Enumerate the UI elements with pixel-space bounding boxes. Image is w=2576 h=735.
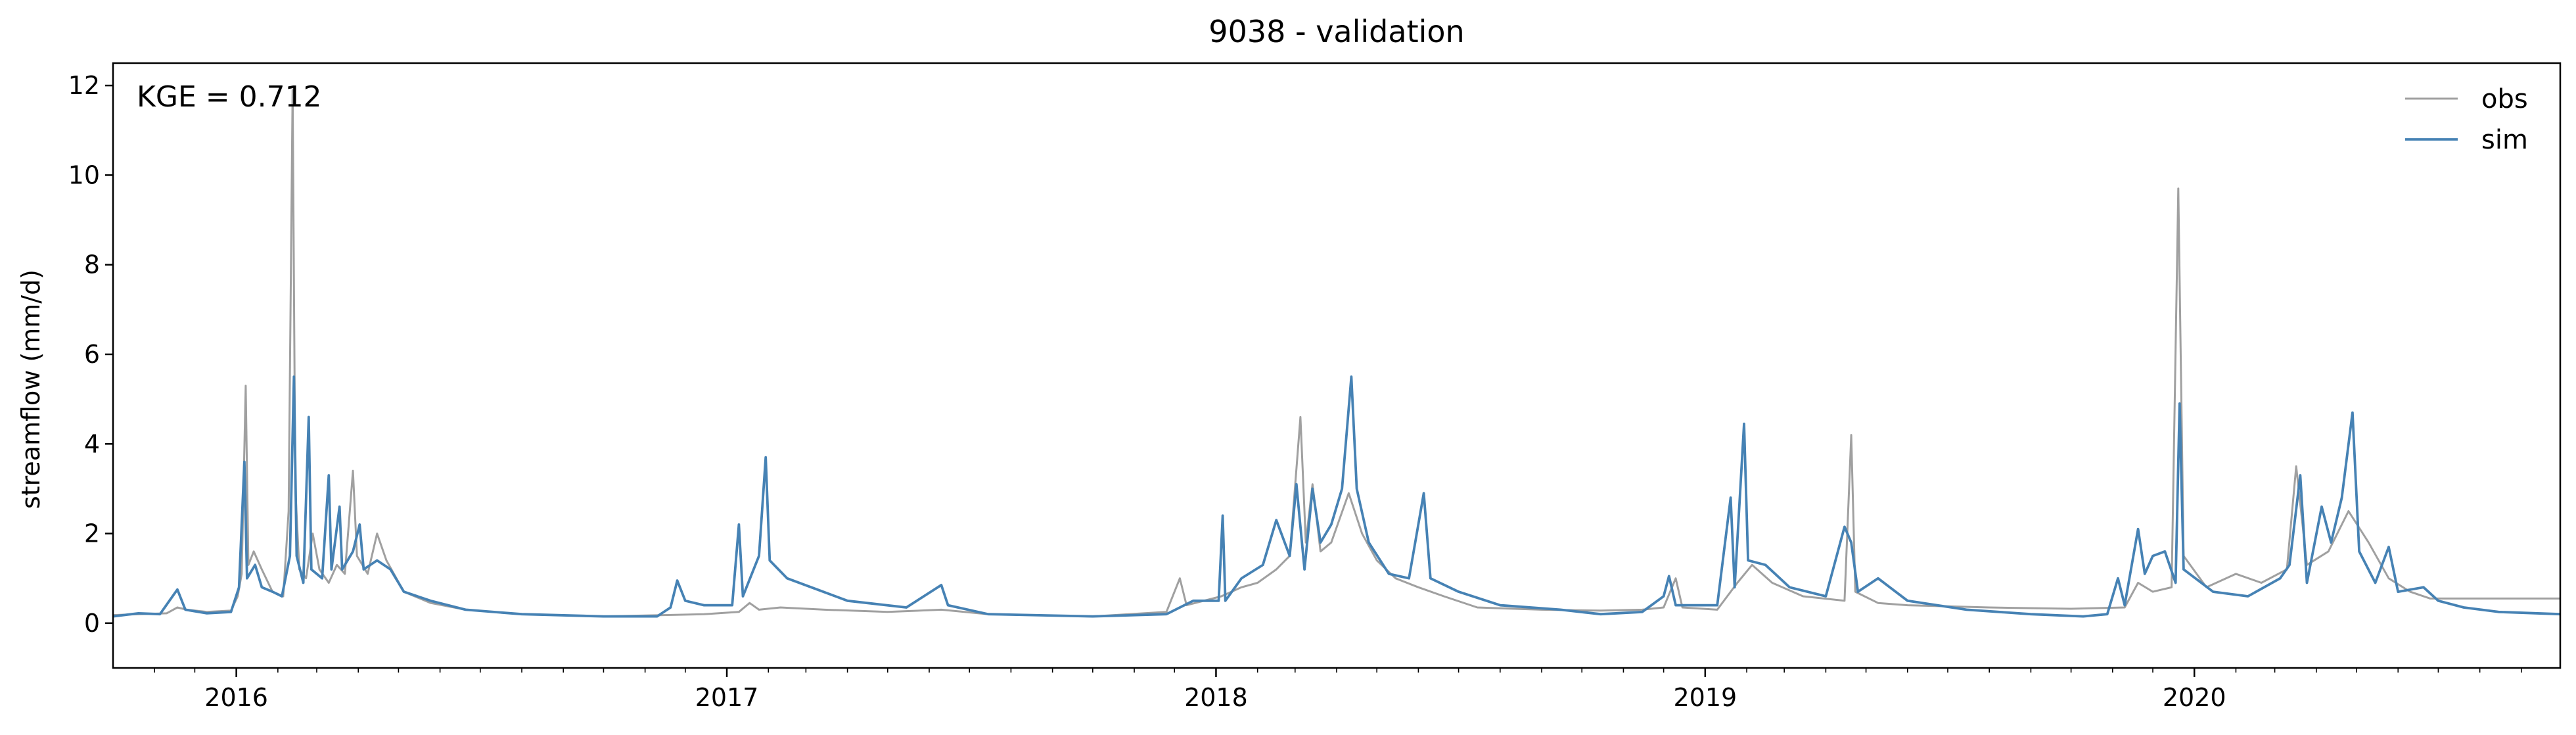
x-tick-label: 2019 — [1673, 683, 1737, 712]
legend-label-obs: obs — [2481, 84, 2528, 114]
series-line-obs — [112, 89, 2560, 618]
chart-title: 9038 - validation — [1208, 14, 1464, 49]
x-tick-label: 2017 — [695, 683, 759, 712]
y-tick-label: 4 — [84, 429, 100, 458]
kge-annotation: KGE = 0.712 — [137, 80, 322, 114]
y-tick-label: 12 — [68, 71, 100, 100]
x-tick-label: 2016 — [204, 683, 268, 712]
y-axis-label-group: streamflow (mm/d) — [16, 270, 45, 509]
x-tick-label: 2020 — [2163, 683, 2226, 712]
y-tick-label: 0 — [84, 609, 100, 638]
plot-area — [112, 89, 2561, 618]
y-axis-label: streamflow (mm/d) — [16, 270, 45, 509]
y-tick-label: 8 — [84, 250, 100, 279]
legend-label-sim: sim — [2481, 125, 2528, 155]
x-tick-label: 2018 — [1184, 683, 1248, 712]
legend: obs sim — [2405, 84, 2528, 155]
y-tick-label: 6 — [84, 340, 100, 369]
y-tick-label: 2 — [84, 519, 100, 548]
series-line-sim — [112, 375, 2561, 618]
y-tick-label: 10 — [68, 160, 100, 189]
